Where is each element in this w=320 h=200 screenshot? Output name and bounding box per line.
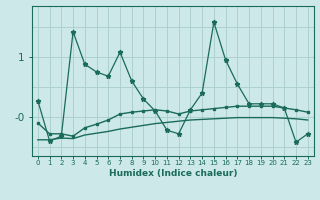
X-axis label: Humidex (Indice chaleur): Humidex (Indice chaleur) [108,169,237,178]
